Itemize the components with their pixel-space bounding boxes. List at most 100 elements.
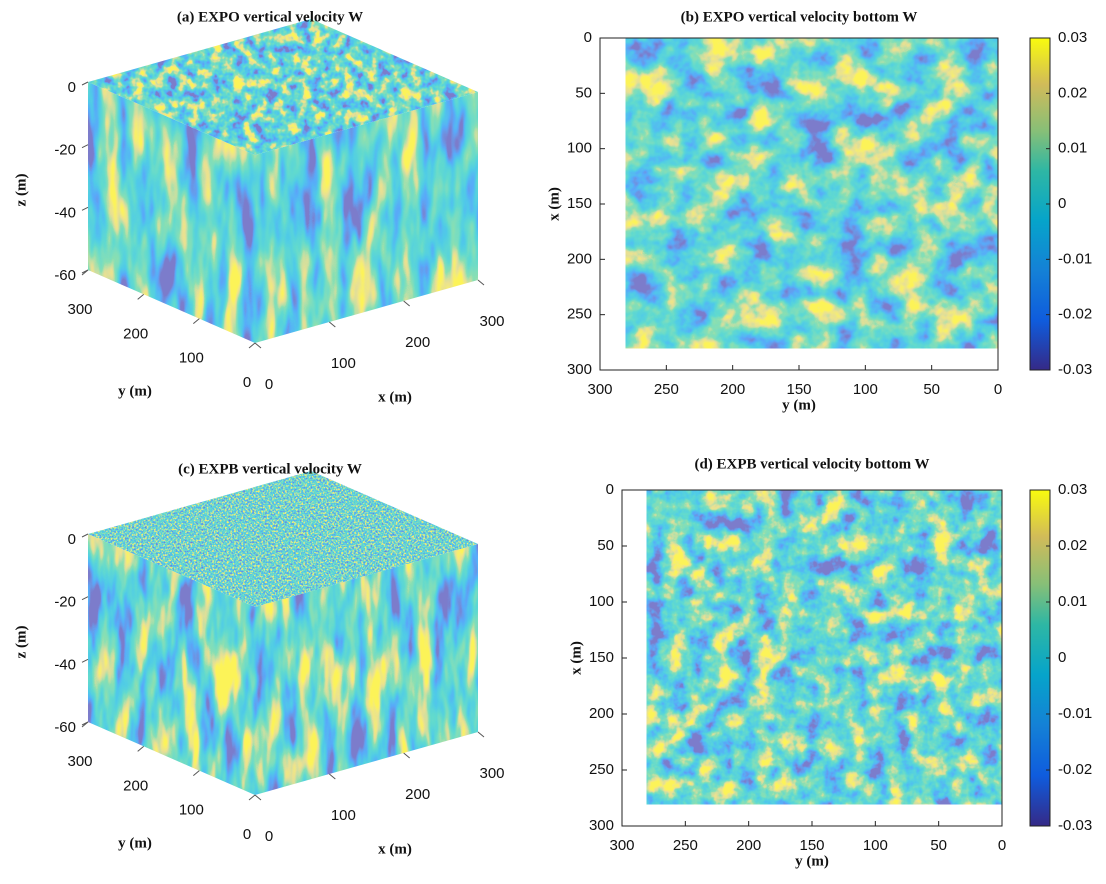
- x-tick-label: 0: [265, 376, 273, 393]
- colorbar-tick-label: -0.01: [1058, 705, 1092, 722]
- z-axis-label: z (m): [13, 626, 29, 659]
- colorbar-tick-label: 0: [1058, 195, 1066, 212]
- x-tick: [254, 342, 262, 349]
- colorbar-tick-label: -0.03: [1058, 817, 1092, 834]
- x-tick-label: 150: [786, 381, 811, 398]
- y-tick: [81, 721, 89, 728]
- y-tick-label: 0: [243, 374, 251, 391]
- z-tick-label: -40: [54, 204, 76, 221]
- x-tick-label: 0: [994, 381, 1002, 398]
- x-tick-label: 200: [405, 334, 430, 351]
- x-tick-label: 200: [405, 786, 430, 803]
- y-tick-label: 200: [123, 325, 148, 342]
- y-tick-label: 250: [589, 761, 614, 778]
- x-tick: [329, 773, 336, 780]
- x-tick-label: 300: [609, 837, 634, 854]
- y-axis-label: y (m): [118, 383, 152, 399]
- y-tick-label: 150: [567, 195, 592, 212]
- y-tick-label: 100: [179, 350, 204, 367]
- x-tick-label: 250: [673, 837, 698, 854]
- x-tick-label: 0: [265, 828, 273, 845]
- z-tick-label: -40: [54, 656, 76, 673]
- y-tick-label: 300: [67, 301, 92, 318]
- x-tick-label: 300: [479, 313, 504, 330]
- y-tick-label: 0: [243, 826, 251, 843]
- y-tick: [193, 318, 200, 325]
- colorbar-tick-label: 0: [1058, 649, 1066, 666]
- x-tick: [477, 279, 485, 286]
- y-tick-label: 200: [589, 705, 614, 722]
- y-tick-label: 200: [567, 250, 592, 267]
- z-tick-label: -20: [54, 594, 76, 611]
- colorbar-tick-label: 0.02: [1058, 537, 1087, 554]
- x-axis-label: y (m): [782, 397, 816, 413]
- x-tick-label: 300: [479, 765, 504, 782]
- colorbar-tick-label: 0.03: [1058, 481, 1087, 498]
- y-tick: [81, 269, 89, 276]
- colorbar-tick-label: 0.02: [1058, 84, 1087, 101]
- x-tick-label: 100: [853, 381, 878, 398]
- y-tick-label: 300: [567, 361, 592, 378]
- colorbar-tick-label: 0.01: [1058, 140, 1087, 157]
- x-tick-label: 50: [923, 381, 940, 398]
- x-tick-label: 250: [654, 381, 679, 398]
- x-tick-label: 300: [587, 381, 612, 398]
- x-tick-label: 100: [863, 837, 888, 854]
- y-tick-label: 200: [123, 777, 148, 794]
- x-tick-label: 0: [998, 837, 1006, 854]
- y-axis-label: y (m): [118, 835, 152, 851]
- z-tick: [81, 658, 89, 663]
- z-tick: [81, 206, 89, 211]
- z-tick-label: -60: [54, 267, 76, 284]
- y-tick-label: 150: [589, 649, 614, 666]
- x-axis-label: x (m): [378, 389, 412, 405]
- y-tick: [248, 794, 256, 801]
- z-tick: [81, 533, 89, 538]
- y-tick-label: 100: [567, 140, 592, 157]
- z-tick-label: 0: [68, 79, 76, 96]
- chart-title: (c) EXPB vertical velocity W: [178, 461, 362, 477]
- y-tick-label: 50: [575, 84, 592, 101]
- colorbar-tick-label: -0.01: [1058, 250, 1092, 267]
- z-axis-label: z (m): [13, 174, 29, 207]
- chart-title: (d) EXPB vertical velocity bottom W: [694, 456, 929, 472]
- colorbar-tick-label: -0.02: [1058, 761, 1092, 778]
- y-tick-label: 0: [606, 481, 614, 498]
- chart-title: (a) EXPO vertical velocity W: [177, 9, 363, 25]
- y-tick-label: 300: [589, 817, 614, 834]
- field-image: [625, 38, 998, 349]
- y-tick: [137, 745, 144, 752]
- z-tick-label: -20: [54, 142, 76, 159]
- z-tick-label: 0: [68, 531, 76, 548]
- y-tick-label: 50: [597, 537, 614, 554]
- colorbar-tick-label: -0.02: [1058, 306, 1092, 323]
- x-tick-label: 100: [331, 355, 356, 372]
- x-tick-label: 150: [799, 837, 824, 854]
- colorbar-tick-label: 0.01: [1058, 593, 1087, 610]
- y-axis-label: x (m): [568, 641, 584, 675]
- x-tick: [403, 752, 410, 759]
- y-tick-label: 100: [179, 802, 204, 819]
- y-tick: [248, 342, 256, 349]
- z-tick: [81, 144, 89, 149]
- chart-title: (b) EXPO vertical velocity bottom W: [681, 9, 918, 25]
- y-tick-label: 100: [589, 593, 614, 610]
- x-axis-label: y (m): [795, 853, 829, 869]
- x-tick: [477, 731, 485, 738]
- field-image: [646, 490, 1002, 805]
- y-tick: [137, 293, 144, 300]
- y-axis-label: x (m): [546, 187, 562, 221]
- x-tick: [329, 321, 336, 328]
- colorbar-tick-label: 0.03: [1058, 29, 1087, 46]
- y-tick-label: 300: [67, 753, 92, 770]
- x-tick: [403, 300, 410, 307]
- z-tick-label: -60: [54, 719, 76, 736]
- x-tick-label: 50: [930, 837, 947, 854]
- x-tick: [254, 794, 262, 801]
- y-tick-label: 250: [567, 306, 592, 323]
- z-tick: [81, 81, 89, 86]
- z-tick: [81, 596, 89, 601]
- x-axis-label: x (m): [378, 841, 412, 857]
- x-tick-label: 200: [720, 381, 745, 398]
- y-tick-label: 0: [584, 29, 592, 46]
